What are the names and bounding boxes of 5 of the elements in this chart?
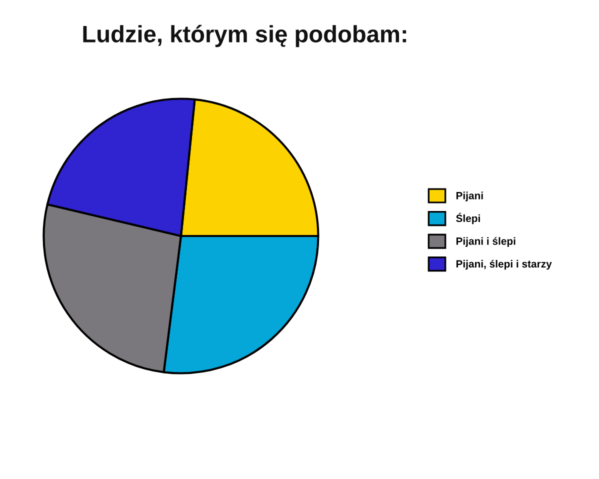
legend-label: Pijani xyxy=(456,192,483,202)
legend-label: Pijani i ślepi xyxy=(456,237,516,247)
chart-title: Ludzie, którym się podobam: xyxy=(83,24,406,48)
legend-label: Ślepi xyxy=(456,212,480,224)
legend-label: Pijani, ślepi i starzy xyxy=(456,260,552,270)
